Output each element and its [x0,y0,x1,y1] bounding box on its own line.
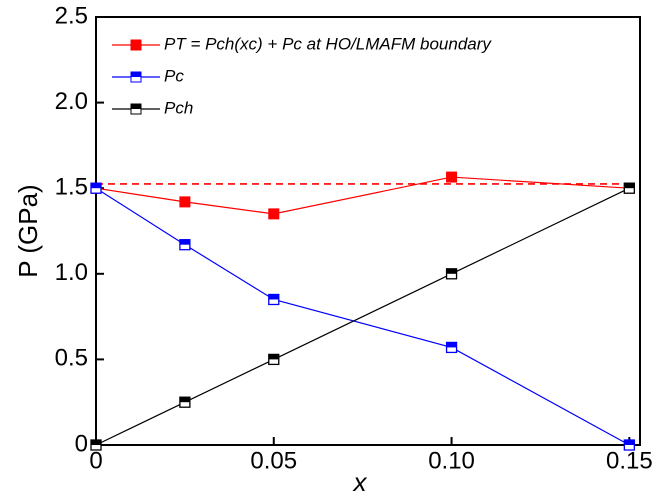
y-tick-label: 1.0 [55,259,88,286]
series-line [95,176,630,215]
data-point [446,171,458,183]
y-tick-label: 2.5 [55,2,88,29]
data-point-part [624,183,635,189]
legend-marker [130,103,142,115]
legend-marker [130,71,142,83]
data-point-part [268,208,280,220]
data-point-part [91,440,101,445]
legend-marker [130,39,142,51]
data-point-part [268,294,279,300]
data-point-part [91,183,101,189]
y-axis-label: P (GPa) [13,184,43,277]
data-point [623,182,635,194]
data-point-part [179,196,191,208]
legend-swatch-half [131,72,141,77]
data-point [623,439,635,451]
legend-label: Pc [164,66,184,85]
data-point [268,353,280,366]
x-tick-label: 0.05 [250,447,297,474]
data-point [90,182,102,194]
data-point-part [624,440,635,445]
plot-frame [95,16,641,446]
data-point [445,268,458,280]
data-point [179,396,191,408]
data-point [179,239,191,251]
data-point-part [179,239,190,245]
x-axis-label: x [352,467,368,497]
data-point [268,208,280,220]
data-point-part [446,268,457,274]
legend-label: Pch [164,98,193,117]
data-point [179,196,191,208]
x-tick-label: 0.10 [428,447,475,474]
data-point [445,341,458,354]
x-tick-label: 0.15 [606,447,653,474]
x-tick-label: 0 [89,447,102,474]
data-point-part [446,171,458,183]
series-line [95,187,630,446]
y-tick-label: 0 [75,430,88,457]
legend-label: PT = Pch(xc) + Pc at HO/LMAFM boundary [164,34,492,53]
legend-swatch [130,39,142,51]
data-point-part [268,354,279,360]
legend-swatch-half [131,104,141,109]
data-point [90,439,102,451]
y-tick-label: 2.0 [55,88,88,115]
y-tick-label: 1.5 [55,174,88,201]
y-tick-label: 0.5 [55,345,88,372]
data-point-part [446,342,457,348]
data-point [268,293,280,306]
data-point-part [179,397,190,403]
